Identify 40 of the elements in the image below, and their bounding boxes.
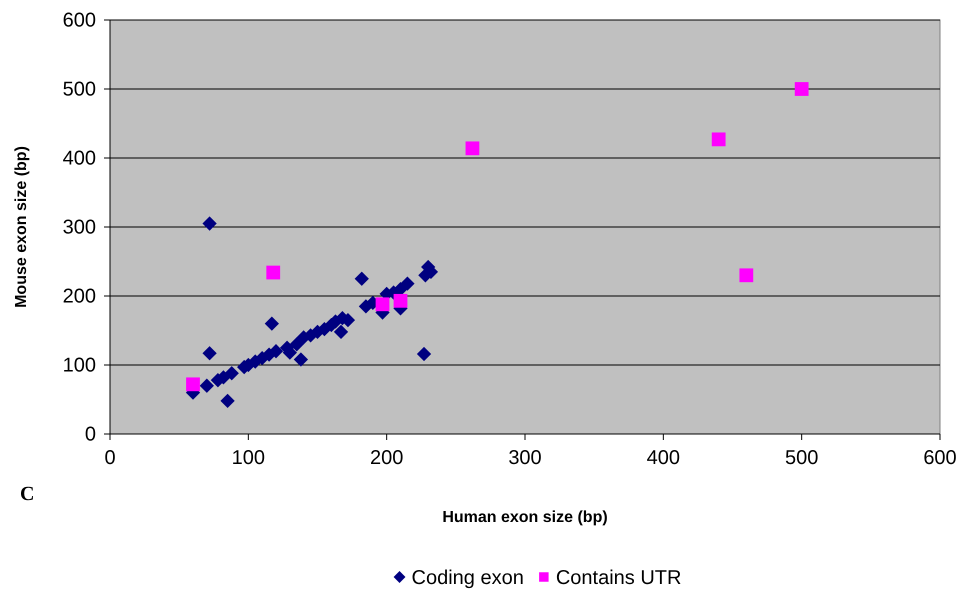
point <box>794 82 809 96</box>
x-tick-label: 200 <box>370 447 404 470</box>
point <box>400 276 415 291</box>
text: C <box>20 483 34 505</box>
point <box>394 294 408 308</box>
point <box>466 141 480 156</box>
y-axis-title: Mouse exon size (bp) <box>13 146 30 308</box>
point <box>290 337 304 352</box>
point <box>200 378 214 393</box>
y-tick-label: 0 <box>84 423 96 446</box>
point <box>268 344 284 358</box>
y-tick-label: 300 <box>62 216 96 238</box>
point <box>376 297 390 312</box>
point <box>739 268 754 282</box>
x-tick-label: 300 <box>508 447 542 470</box>
y-tick-label: 400 <box>62 147 96 170</box>
point <box>712 132 726 146</box>
y-tick-label: 500 <box>62 78 96 100</box>
x-axis-title: Human exon size (bp) <box>442 509 608 526</box>
x-tick-label: 400 <box>646 447 680 470</box>
point <box>186 377 200 392</box>
point <box>334 324 348 340</box>
point <box>294 352 308 367</box>
legend-label: Contains UTR <box>556 567 682 589</box>
point <box>224 366 239 380</box>
point <box>220 394 235 408</box>
x-tick-label: 600 <box>923 447 957 470</box>
x-tick-label: 100 <box>232 447 266 470</box>
x-tick-label: 500 <box>784 447 818 470</box>
y-tick-label: 200 <box>62 285 96 308</box>
point <box>264 316 279 331</box>
y-tick-label: 100 <box>62 354 96 376</box>
point <box>202 216 217 231</box>
point <box>202 346 217 360</box>
point <box>354 272 369 286</box>
legend-label: Coding exon <box>412 567 524 589</box>
point <box>416 346 432 362</box>
y-tick-label: 600 <box>62 9 96 32</box>
point <box>266 266 280 280</box>
x-tick-label: 0 <box>104 447 116 470</box>
